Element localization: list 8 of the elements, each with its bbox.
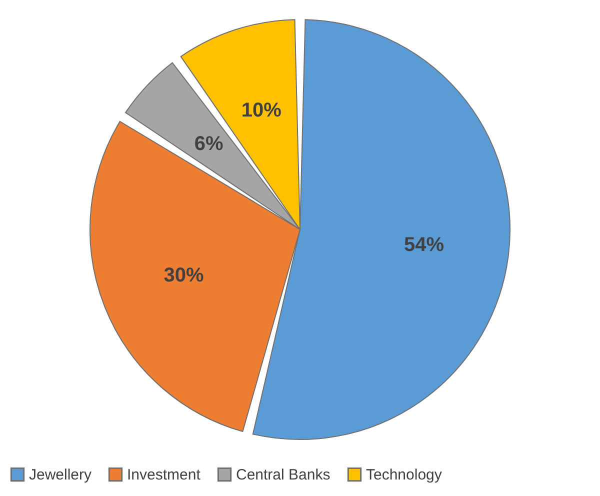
data-label: 10% [241, 100, 282, 122]
legend-label: Central Banks [236, 466, 330, 484]
legend-label: Jewellery [29, 466, 92, 484]
legend-label: Technology [366, 466, 442, 484]
data-label: 54% [404, 234, 444, 256]
data-label: 6% [194, 132, 224, 155]
data-label: 30% [164, 264, 204, 287]
legend-label: Investment [127, 466, 202, 484]
